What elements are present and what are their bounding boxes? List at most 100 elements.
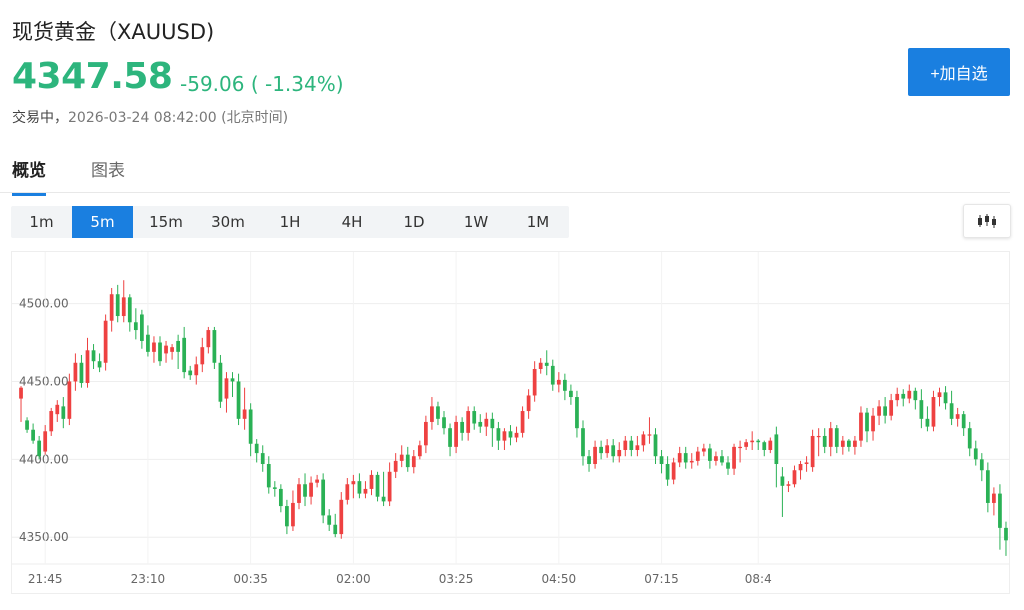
candle-body <box>768 440 773 450</box>
candle-body <box>254 443 259 454</box>
instrument-title: 现货黄金（XAUUSD) <box>12 20 215 44</box>
candle-body <box>19 387 23 399</box>
candle-body <box>526 395 531 412</box>
candle-body <box>544 362 549 366</box>
candle-body <box>587 456 591 465</box>
candle-body <box>520 411 525 433</box>
candle-body <box>260 453 265 465</box>
tab-chart[interactable]: 图表 <box>91 161 125 181</box>
candle-body <box>859 412 863 441</box>
candle-body <box>303 484 307 497</box>
candle-body <box>865 412 869 432</box>
candle-body <box>133 322 138 331</box>
candle-body <box>889 400 894 416</box>
candle-body <box>291 502 295 527</box>
candle-body <box>943 392 948 404</box>
candle-body <box>67 381 72 419</box>
candle-body <box>411 456 416 468</box>
candle-body <box>605 445 610 454</box>
candle-body <box>79 362 84 384</box>
period-1d[interactable]: 1D <box>403 213 425 231</box>
candle-body <box>937 392 942 398</box>
candle-body <box>478 421 483 427</box>
period-4h[interactable]: 4H <box>341 213 363 231</box>
candlestick-icon <box>978 214 996 228</box>
period-30m[interactable]: 30m <box>211 213 245 231</box>
candle-body <box>695 451 700 461</box>
candle-body <box>188 370 193 376</box>
candle-body <box>550 365 555 385</box>
candle-body <box>629 440 634 450</box>
candle-body <box>750 440 755 443</box>
x-tick-label: 02:00 <box>336 572 371 586</box>
candle-body <box>840 440 845 447</box>
x-tick-label: 00:35 <box>233 572 268 586</box>
add-watchlist-button[interactable]: +加自选 <box>908 48 1010 96</box>
candle-body <box>756 440 761 443</box>
tab-bar: 概览 图表 <box>0 148 1010 196</box>
chart-type-button[interactable] <box>963 204 1011 238</box>
candle-body <box>218 362 223 402</box>
period-5m[interactable]: 5m <box>72 206 133 238</box>
candle-body <box>774 434 779 465</box>
candle-body <box>490 418 495 429</box>
candle-body <box>726 462 730 469</box>
candle-body <box>907 390 912 399</box>
candle-body <box>780 476 785 486</box>
candlestick-chart[interactable]: 4500.00 4450.00 4400.00 4350.00 21:45 23:10 00… <box>12 252 1009 593</box>
candle-body <box>127 297 132 323</box>
candle-body <box>901 393 906 399</box>
candle-body <box>176 340 181 352</box>
y-tick-label: 4450.00 <box>19 374 69 388</box>
period-1m[interactable]: 1m <box>29 213 54 231</box>
candle-body <box>925 418 930 427</box>
candle-body <box>575 397 579 429</box>
y-tick-label: 4350.00 <box>19 530 69 544</box>
candle-body <box>1004 527 1008 541</box>
candle-body <box>599 446 603 454</box>
candle-body <box>508 431 513 438</box>
candle-body <box>816 435 821 438</box>
y-tick-label: 4500.00 <box>19 297 69 311</box>
candle-body <box>97 361 102 368</box>
candle-body <box>738 446 742 449</box>
candle-body <box>786 484 791 486</box>
candle-body <box>321 479 326 516</box>
candle-body <box>272 487 277 489</box>
candle-body <box>834 428 839 447</box>
candle-body <box>242 409 247 419</box>
candle-body <box>985 470 990 503</box>
candle-body <box>822 435 827 447</box>
candle-body <box>913 390 918 401</box>
candle-body <box>665 464 670 480</box>
price-chart[interactable]: 4500.00 4450.00 4400.00 4350.00 21:45 23:10 00… <box>11 251 1010 594</box>
candle-body <box>961 414 966 429</box>
period-15m[interactable]: 15m <box>149 213 183 231</box>
candle-body <box>895 393 900 401</box>
candle-body <box>683 453 688 463</box>
candle-body <box>949 403 954 419</box>
status-label: 交易中， <box>12 110 68 126</box>
x-tick-label: 23:10 <box>131 572 166 586</box>
candle-body <box>593 446 597 465</box>
candle-body <box>357 481 362 494</box>
period-1h[interactable]: 1H <box>279 213 301 231</box>
candle-body <box>248 409 253 444</box>
x-tick-label: 07:15 <box>644 572 679 586</box>
period-1mo[interactable]: 1M <box>526 213 550 231</box>
candle-body <box>200 347 205 365</box>
candle-body <box>146 334 150 352</box>
candle-body <box>115 294 120 317</box>
candle-body <box>496 428 501 441</box>
candle-body <box>375 474 380 497</box>
candle-body <box>647 434 652 436</box>
period-1w[interactable]: 1W <box>463 213 489 231</box>
price-change: -59.06 ( -1.34%) <box>180 72 344 96</box>
candle-body <box>363 488 368 494</box>
candle-body <box>152 342 156 352</box>
candle-body <box>979 459 984 471</box>
candle-body <box>992 493 996 503</box>
candle-body <box>369 474 374 489</box>
tab-overview[interactable]: 概览 <box>12 156 46 196</box>
candle-body <box>502 431 507 441</box>
